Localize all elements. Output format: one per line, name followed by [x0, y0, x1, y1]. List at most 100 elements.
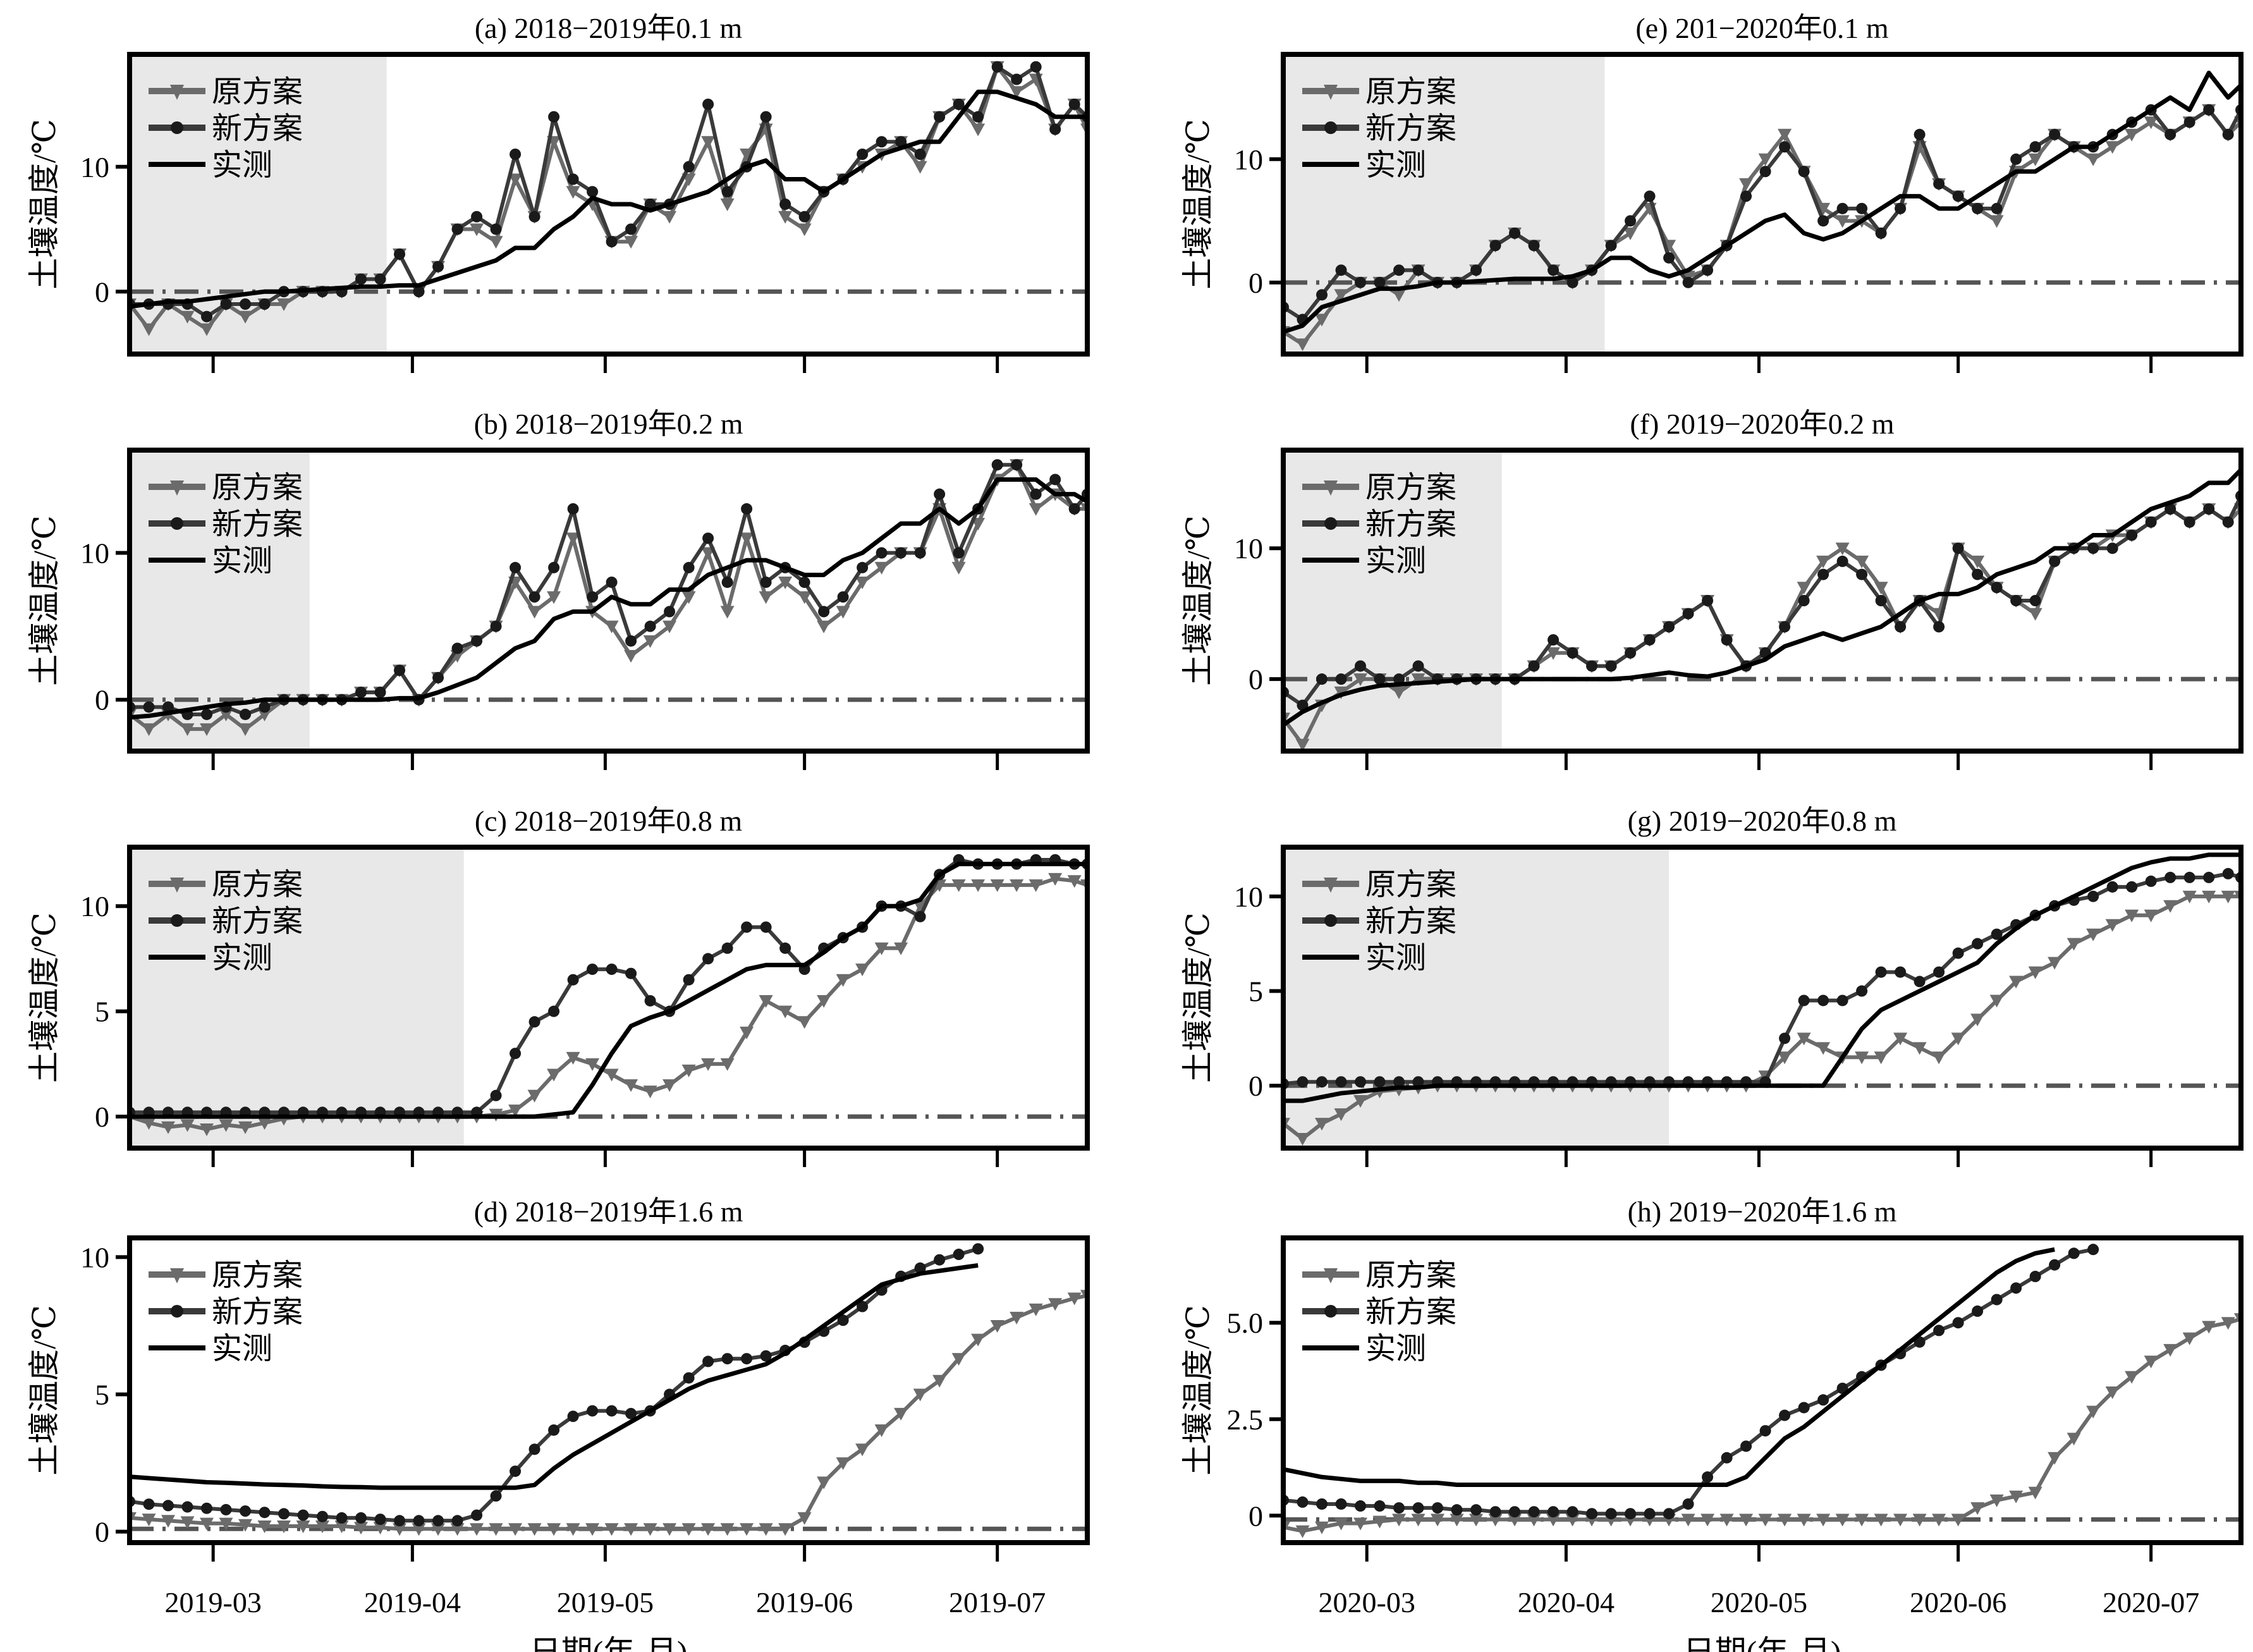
data-point-triangle: [219, 1517, 233, 1531]
data-point-circle: [1030, 61, 1042, 73]
y-axis-label: 土壤温度/℃: [1180, 119, 1216, 290]
data-point-triangle: [624, 650, 638, 663]
data-point-triangle: [971, 123, 986, 137]
data-point-circle: [1316, 289, 1328, 301]
series-obs: [130, 89, 1087, 309]
legend-label: 实测: [212, 941, 272, 975]
data-point-circle: [1011, 459, 1023, 471]
data-point-circle: [625, 223, 637, 235]
data-point-triangle: [547, 1068, 561, 1082]
data-point-triangle: [1816, 1514, 1831, 1527]
data-point-circle: [1702, 264, 1714, 276]
x-tick-label: 2020-05: [1711, 1586, 1807, 1618]
data-point-triangle: [778, 1005, 793, 1019]
legend-item-obs: 实测: [149, 544, 272, 578]
data-point-circle: [1625, 1508, 1637, 1520]
data-point-circle: [1991, 1294, 2003, 1306]
data-point-circle: [1836, 994, 1848, 1006]
data-point-triangle: [1816, 1042, 1831, 1055]
data-point-circle: [1335, 673, 1347, 685]
legend-item-new: 新方案: [1302, 508, 1456, 541]
legend-item-obs: 实测: [149, 149, 272, 182]
data-point-circle: [1817, 1394, 1829, 1406]
legend-item-orig: 原方案: [1302, 75, 1456, 109]
data-point-circle: [1605, 660, 1617, 672]
data-point-triangle: [585, 1523, 600, 1536]
x-tick-label: 2019-04: [364, 1586, 461, 1618]
data-point-circle: [625, 967, 637, 979]
y-axis-label: 土壤温度/℃: [27, 515, 62, 686]
data-point-triangle: [681, 1064, 696, 1077]
legend-label: 原方案: [212, 868, 303, 902]
series-obs: [1283, 852, 2241, 1103]
data-point-triangle: [2067, 1433, 2081, 1446]
data-point-circle: [779, 199, 791, 210]
data-point-circle: [606, 1405, 618, 1417]
data-point-triangle: [200, 1123, 214, 1137]
axes-frame: [127, 52, 1090, 357]
legend-label: 实测: [1365, 941, 1426, 975]
series-line-obs: [1283, 468, 2241, 727]
data-point-circle: [1856, 202, 1868, 214]
data-point-circle: [1049, 123, 1061, 135]
triangle-down-icon: [1324, 480, 1338, 496]
data-point-circle: [857, 1300, 869, 1312]
data-point-triangle: [2163, 1343, 2178, 1357]
data-point-circle: [1548, 264, 1560, 276]
data-point-triangle: [2028, 608, 2042, 621]
data-point-triangle: [1778, 128, 1792, 142]
data-point-circle: [1779, 1409, 1791, 1421]
data-point-triangle: [1855, 555, 1869, 568]
data-point-circle: [1663, 621, 1675, 633]
legend-item-obs: 实测: [1302, 941, 1426, 975]
legend-label: 实测: [212, 1332, 272, 1366]
data-point-circle: [548, 1005, 560, 1017]
data-point-circle: [1393, 1076, 1405, 1088]
y-tick-label: 0: [1249, 1500, 1263, 1532]
data-point-triangle: [1874, 1051, 1888, 1065]
data-point-circle: [857, 149, 869, 160]
data-point-circle: [1068, 99, 1080, 110]
data-point-triangle: [1681, 1514, 1695, 1527]
axes-frame: [1281, 52, 2244, 357]
data-point-triangle: [200, 723, 214, 737]
data-point-triangle: [2182, 890, 2197, 903]
data-point-triangle: [778, 576, 793, 589]
data-point-circle: [837, 591, 849, 603]
data-point-triangle: [1932, 1514, 1946, 1527]
data-point-triangle: [1989, 1494, 2004, 1507]
data-point-triangle: [1989, 994, 2004, 1008]
data-point-triangle: [1048, 1298, 1063, 1311]
data-point-triangle: [1067, 875, 1082, 888]
data-point-triangle: [662, 211, 677, 224]
data-point-circle: [1817, 994, 1829, 1006]
data-point-triangle: [1855, 1051, 1869, 1065]
panel-title: (d) 2018−2019年1.6 m: [474, 1196, 743, 1228]
data-point-triangle: [2028, 153, 2042, 166]
y-tick-label: 10: [80, 151, 109, 183]
data-point-circle: [1528, 1506, 1540, 1518]
data-point-triangle: [1970, 555, 1985, 568]
data-point-circle: [1586, 1508, 1598, 1520]
data-point-triangle: [450, 1523, 465, 1536]
data-point-circle: [606, 236, 618, 248]
data-point-triangle: [624, 1079, 638, 1092]
y-tick-label: 5: [95, 1379, 109, 1411]
legend-item-orig: 原方案: [1302, 868, 1456, 902]
data-point-triangle: [2105, 919, 2120, 932]
data-point-triangle: [1835, 542, 1850, 556]
data-point-circle: [1740, 190, 1752, 202]
data-point-triangle: [778, 211, 793, 224]
data-point-circle: [2049, 128, 2061, 140]
data-point-triangle: [817, 620, 831, 633]
data-point-circle: [1566, 1506, 1578, 1518]
data-point-circle: [1798, 994, 1810, 1006]
data-point-circle: [1779, 141, 1791, 153]
series-line-orig: [1283, 1317, 2241, 1533]
data-point-circle: [548, 1424, 560, 1436]
data-point-circle: [1895, 202, 1907, 214]
